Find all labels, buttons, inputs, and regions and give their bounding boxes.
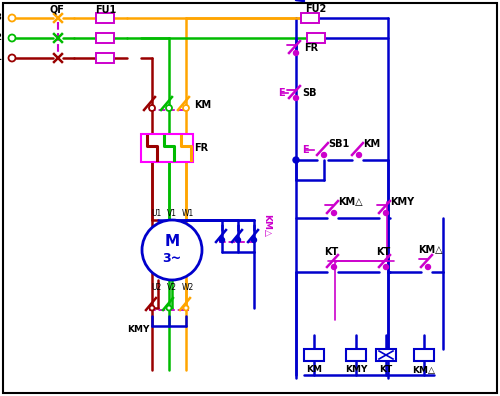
Text: KM: KM [363,139,380,149]
Circle shape [183,105,189,111]
Text: FU1: FU1 [95,5,116,15]
Circle shape [384,211,388,215]
Text: KMY: KMY [127,326,150,335]
Bar [414,349,434,361]
Bar [301,13,319,23]
Bar [307,33,325,43]
Circle shape [184,305,188,310]
Circle shape [8,55,16,61]
Text: V1: V1 [167,209,177,217]
Circle shape [294,51,298,55]
Circle shape [322,152,326,158]
Text: E: E [278,88,284,98]
Circle shape [220,238,224,242]
Text: SB1: SB1 [328,139,349,149]
Circle shape [142,220,202,280]
Text: KM△: KM△ [338,197,362,207]
Text: U2: U2 [151,282,161,291]
Text: 3~: 3~ [162,251,182,265]
Circle shape [150,305,154,310]
Bar [346,349,366,361]
Text: QF: QF [50,5,65,15]
Circle shape [166,105,172,111]
Text: SB: SB [302,88,316,98]
Bar [376,349,396,361]
Text: L3: L3 [0,13,2,23]
Text: KM: KM [194,100,211,110]
Text: E: E [302,145,308,155]
Circle shape [426,265,430,270]
Bar [96,13,114,23]
Text: KT: KT [376,247,390,257]
Text: W2: W2 [182,282,194,291]
Text: KM△: KM△ [412,366,436,375]
Bar [96,53,114,63]
Bar [96,33,114,43]
Circle shape [293,157,299,163]
Text: FU2: FU2 [305,4,326,14]
Text: KMY: KMY [390,197,414,207]
Circle shape [294,95,298,101]
Text: FR: FR [194,143,208,153]
Circle shape [166,305,172,310]
Bar [141,134,193,162]
Circle shape [252,238,256,242]
Circle shape [8,15,16,21]
Text: KM△: KM△ [262,213,271,236]
Text: KT: KT [380,366,392,375]
Text: KT: KT [324,247,338,257]
Text: L2: L2 [0,34,2,42]
Circle shape [332,265,336,270]
Circle shape [332,211,336,215]
Text: U1: U1 [151,209,161,217]
Circle shape [149,105,155,111]
Circle shape [8,34,16,42]
Text: W1: W1 [182,209,194,217]
Bar [304,349,324,361]
Text: KM: KM [306,366,322,375]
Circle shape [384,265,388,270]
Text: KM△: KM△ [418,245,442,255]
Text: KMY: KMY [345,366,367,375]
Circle shape [356,152,362,158]
Text: FR: FR [304,43,318,53]
Text: L1: L1 [0,53,2,63]
Circle shape [236,238,240,242]
Text: M: M [164,234,180,249]
Text: V2: V2 [167,282,177,291]
